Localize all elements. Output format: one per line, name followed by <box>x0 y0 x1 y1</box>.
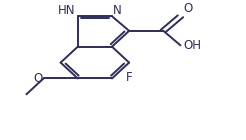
Text: OH: OH <box>184 39 201 52</box>
Text: O: O <box>33 72 42 85</box>
Text: O: O <box>184 2 193 15</box>
Text: N: N <box>113 4 122 18</box>
Text: F: F <box>126 71 132 84</box>
Text: HN: HN <box>58 4 75 18</box>
